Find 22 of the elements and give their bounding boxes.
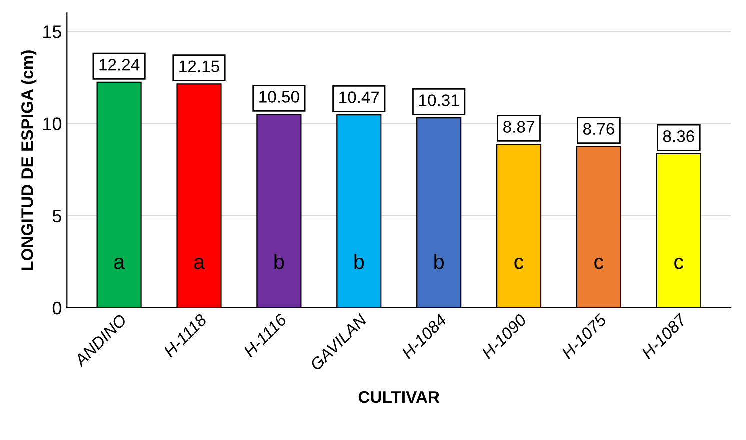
y-axis-title: LONGITUD DE ESPIGA (cm) [21,50,37,270]
y-tick-label: 0 [52,302,62,315]
x-axis-title: CULTIVAR [358,391,440,404]
data-label: 10.50 [260,91,300,103]
annotation: c [514,258,524,270]
data-label: 12.24 [100,59,140,71]
annotation: a [194,258,206,270]
annotation: b [354,254,364,270]
data-label: 10.31 [420,94,460,106]
annotation: a [114,258,126,270]
data-label: 8.87 [504,121,534,133]
data-label: 8.76 [583,123,614,135]
y-tick-label: 10 [44,118,62,130]
y-tick-label: 5 [52,210,62,223]
data-label: 12.15 [180,60,220,73]
data-label: 10.47 [340,92,380,104]
annotation: b [434,254,444,270]
annotation: b [274,254,284,270]
y-tick-label: 15 [44,26,62,38]
annotation: c [674,258,684,270]
annotation: c [594,258,604,270]
data-label: 8.36 [663,130,694,142]
